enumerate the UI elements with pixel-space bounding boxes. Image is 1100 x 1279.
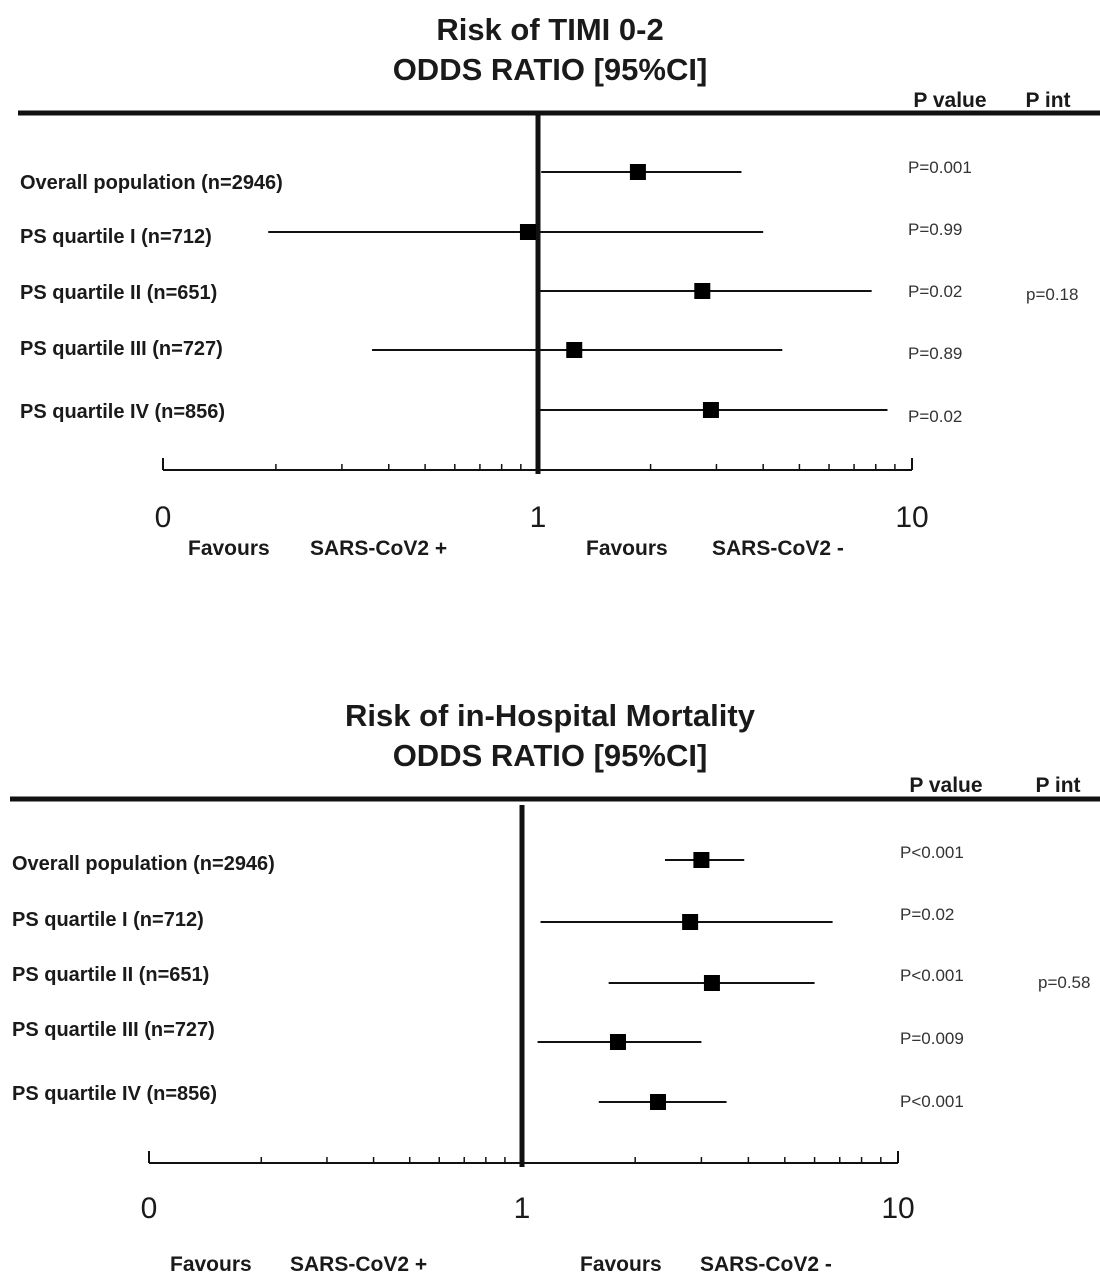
- p-value-header: P value: [909, 774, 982, 797]
- p-value: P=0.89: [908, 344, 962, 363]
- chart-title: Risk of TIMI 0-2: [436, 12, 663, 47]
- favours-left-group: SARS-CoV2 +: [310, 537, 447, 560]
- row-label: PS quartile III (n=727): [20, 338, 223, 360]
- p-value: P=0.02: [908, 407, 962, 426]
- favours-right-label: Favours: [586, 537, 668, 560]
- row-label: PS quartile I (n=712): [12, 909, 204, 931]
- odds-ratio-marker: [566, 342, 583, 358]
- row-label: PS quartile III (n=727): [12, 1019, 215, 1041]
- favours-left-group: SARS-CoV2 +: [290, 1253, 427, 1276]
- row-label: PS quartile I (n=712): [20, 226, 212, 248]
- x-axis-tick-label: 0: [141, 1192, 158, 1225]
- p-value: P=0.99: [908, 220, 962, 239]
- chart-subtitle: ODDS RATIO [95%CI]: [393, 52, 708, 87]
- x-axis-tick-label: 0: [155, 501, 172, 534]
- p-value: P=0.02: [908, 282, 962, 301]
- p-int-header: P int: [1025, 89, 1070, 112]
- favours-left-label: Favours: [188, 537, 270, 560]
- x-axis-tick-label: 1: [530, 501, 547, 534]
- odds-ratio-marker: [650, 1094, 667, 1110]
- chart-subtitle: ODDS RATIO [95%CI]: [393, 738, 708, 773]
- p-value: P<0.001: [900, 966, 964, 985]
- p-value: P=0.001: [908, 158, 972, 177]
- p-value-header: P value: [913, 89, 986, 112]
- odds-ratio-marker: [629, 164, 646, 180]
- odds-ratio-marker: [609, 1034, 626, 1050]
- p-value: P<0.001: [900, 1092, 964, 1111]
- p-value: P<0.001: [900, 843, 964, 862]
- odds-ratio-marker: [703, 975, 720, 991]
- x-axis-tick-label: 1: [514, 1192, 531, 1225]
- favours-right-group: SARS-CoV2 -: [712, 537, 844, 560]
- p-int-value: p=0.18: [1026, 285, 1078, 304]
- odds-ratio-marker: [519, 224, 536, 240]
- odds-ratio-marker: [693, 852, 710, 868]
- favours-right-label: Favours: [580, 1253, 662, 1276]
- p-value: P=0.02: [900, 905, 954, 924]
- chart-title: Risk of in-Hospital Mortality: [345, 698, 756, 733]
- row-label: Overall population (n=2946): [12, 853, 275, 875]
- odds-ratio-marker: [694, 283, 711, 299]
- row-label: PS quartile IV (n=856): [12, 1083, 217, 1105]
- row-label: Overall population (n=2946): [20, 172, 283, 194]
- p-int-header: P int: [1035, 774, 1080, 797]
- row-label: PS quartile IV (n=856): [20, 401, 225, 423]
- row-label: PS quartile II (n=651): [20, 282, 217, 304]
- x-axis-tick-label: 10: [881, 1192, 914, 1225]
- p-value: P=0.009: [900, 1029, 964, 1048]
- row-label: PS quartile II (n=651): [12, 964, 209, 986]
- favours-left-label: Favours: [170, 1253, 252, 1276]
- x-axis-tick-label: 10: [895, 501, 928, 534]
- odds-ratio-marker: [682, 914, 699, 930]
- odds-ratio-marker: [702, 402, 719, 418]
- p-int-value: p=0.58: [1038, 973, 1090, 992]
- favours-right-group: SARS-CoV2 -: [700, 1253, 832, 1276]
